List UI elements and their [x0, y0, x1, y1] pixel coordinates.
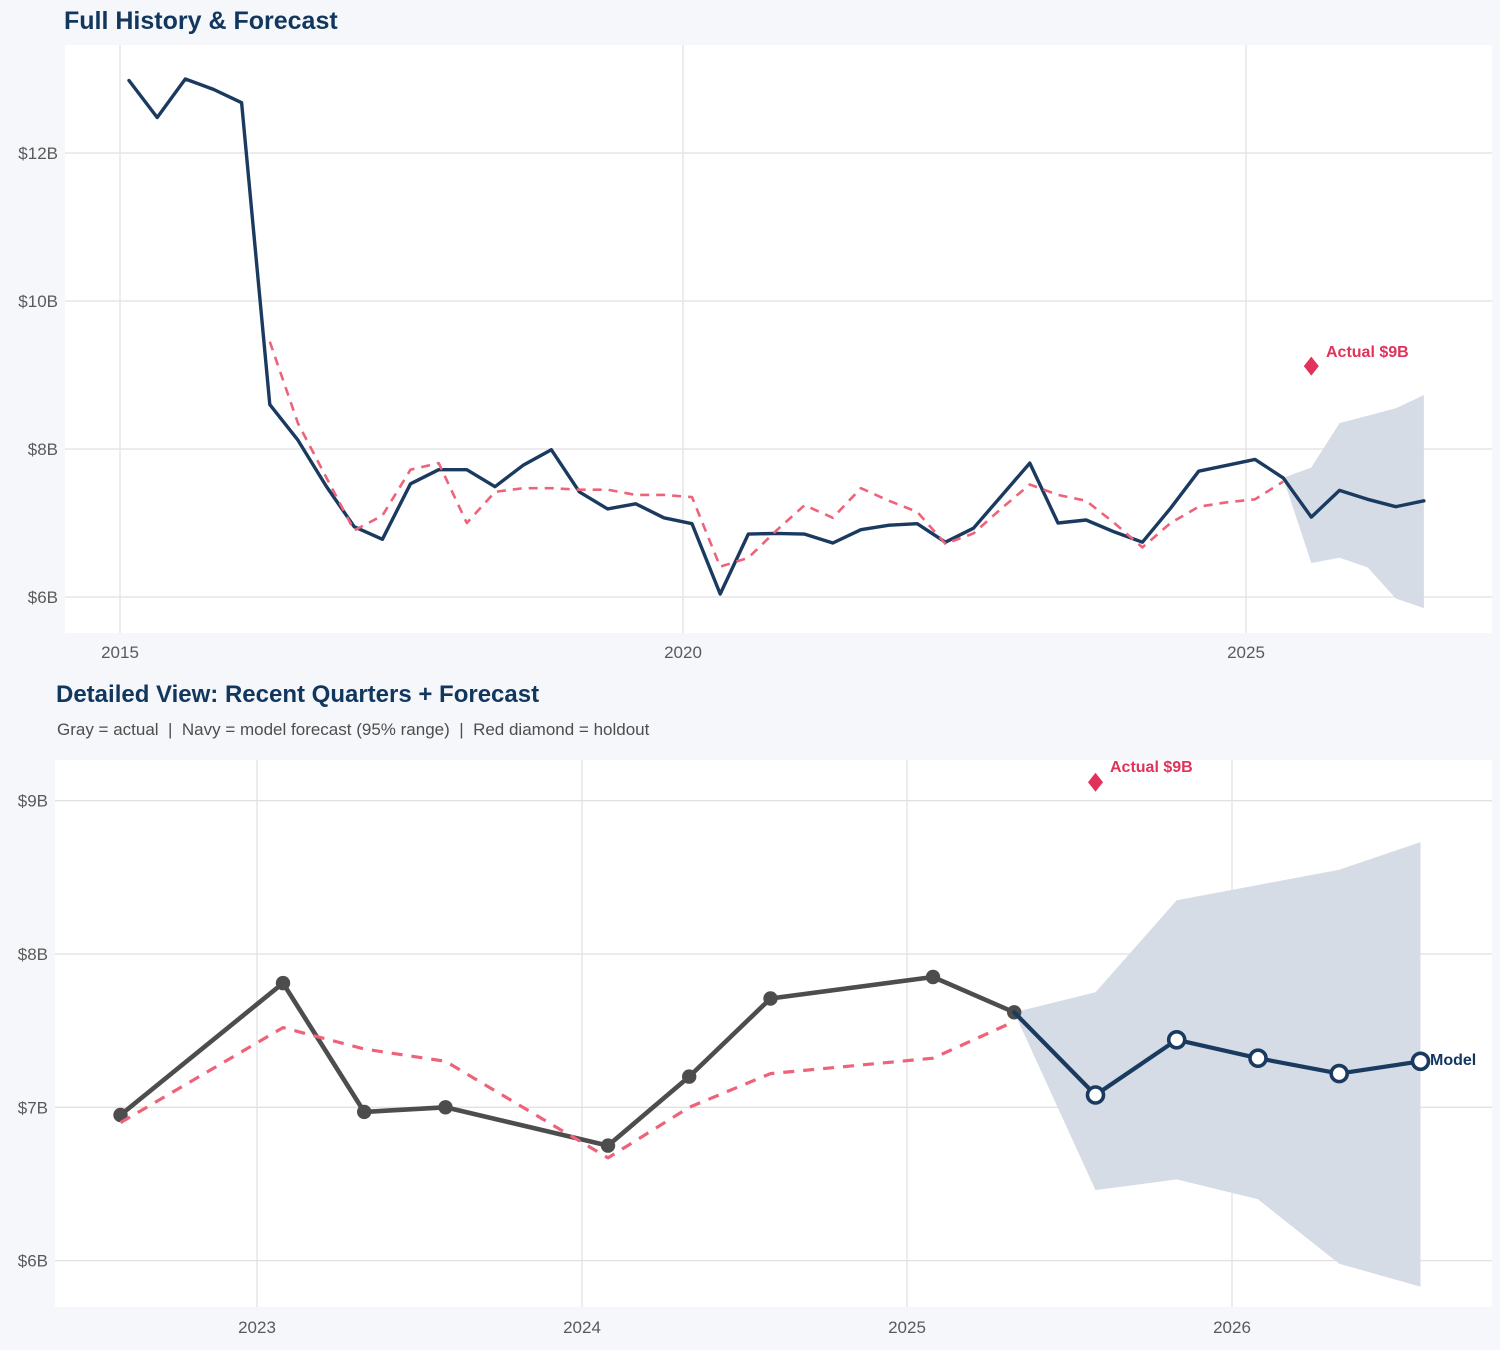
actual-data-point — [925, 969, 941, 985]
series-model_forecast-line — [1012, 1010, 1423, 1098]
actual-data-point — [682, 1069, 697, 1084]
full-history-plot: $12B $10B $8B $6B 2015 2020 2025 — [18, 45, 1492, 662]
full-history-plot-area — [65, 45, 1492, 633]
forecast-data-point — [1329, 1063, 1349, 1084]
forecast-data-point — [1166, 1030, 1187, 1050]
y-tick-label: $8B — [28, 440, 58, 459]
y-tick-label: $9B — [18, 792, 48, 811]
bottom-chart-title: Detailed View: Recent Quarters + Forecas… — [56, 681, 540, 708]
detailed-view-plot: $9B $8B $7B $6B 2023 2024 2025 2026 — [18, 760, 1492, 1337]
forecast-data-point — [1085, 1085, 1106, 1105]
series-model_fit-line — [268, 341, 1284, 569]
x-tick-label: 2020 — [664, 643, 702, 662]
actual-data-point — [600, 1138, 616, 1153]
actual-data-point — [113, 1107, 128, 1123]
x-tick-label: 2025 — [888, 1318, 926, 1337]
x-tick-label: 2023 — [238, 1318, 276, 1337]
x-tick-label: 2024 — [563, 1318, 601, 1337]
y-tick-label: $6B — [18, 1252, 48, 1271]
x-tick-label: 2025 — [1227, 643, 1265, 662]
series-actual_and_forecast-line — [127, 77, 1426, 596]
top-chart-title: Full History & Forecast — [64, 7, 338, 35]
x-tick-label: 2015 — [101, 643, 139, 662]
y-tick-label: $12B — [18, 144, 58, 163]
holdout-diamond-marker — [1088, 772, 1103, 792]
holdout-diamond-marker — [1303, 356, 1319, 376]
holdout-annotation-label-bottom: Actual $9B — [1110, 759, 1193, 776]
forecast-data-point — [1410, 1051, 1431, 1072]
forecast-confidence-band — [1014, 842, 1421, 1287]
holdout-annotation-label-top: Actual $9B — [1326, 344, 1409, 361]
y-tick-label: $6B — [28, 588, 58, 607]
series-model_fit-line — [119, 1020, 1015, 1160]
forecast-data-point — [1248, 1048, 1268, 1068]
forecast-confidence-band — [1283, 395, 1424, 609]
y-tick-label: $7B — [18, 1098, 48, 1117]
model-series-label: Model — [1430, 1052, 1477, 1069]
y-tick-label: $10B — [18, 292, 58, 311]
actual-data-point — [763, 991, 778, 1006]
actual-data-point — [438, 1100, 453, 1115]
y-tick-label: $8B — [18, 945, 48, 964]
actual-data-point — [357, 1104, 372, 1120]
x-tick-label: 2026 — [1213, 1318, 1251, 1337]
bottom-chart-legend-subtitle: Gray = actual | Navy = model forecast (9… — [57, 720, 650, 739]
actual-data-point — [275, 975, 291, 991]
